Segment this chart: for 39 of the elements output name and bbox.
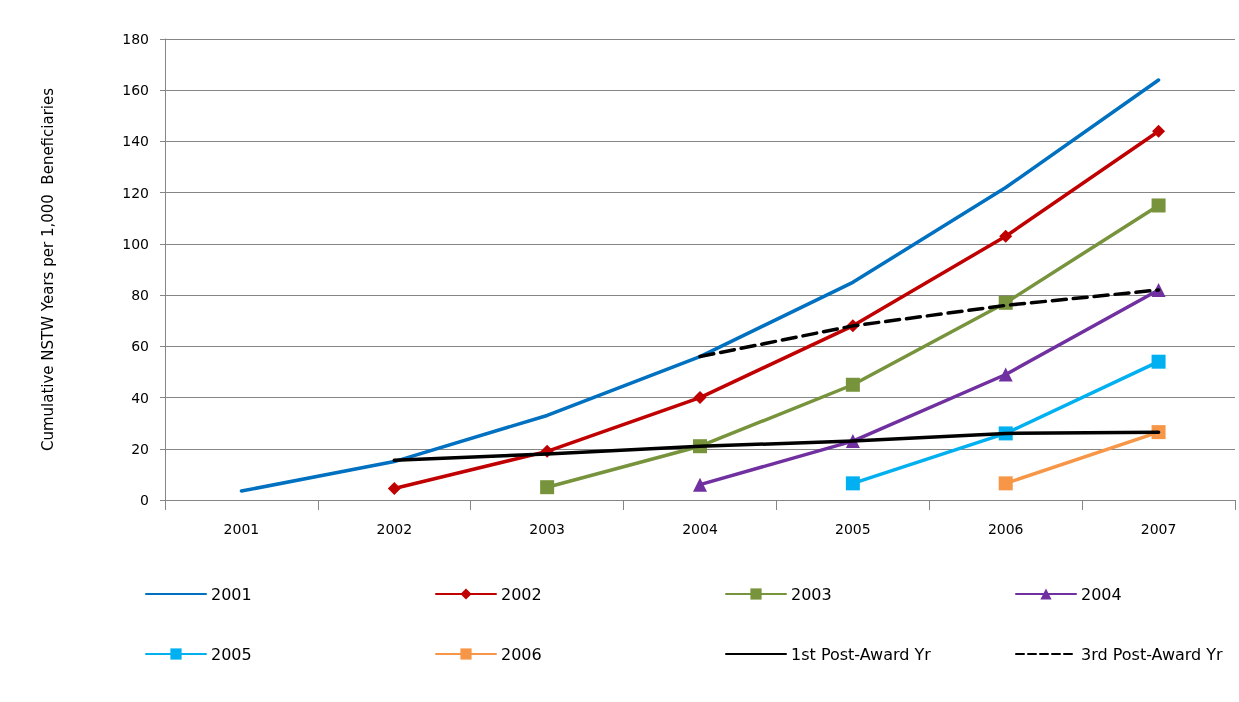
point xyxy=(693,477,707,492)
y-tick-label: 40 xyxy=(131,389,149,406)
point xyxy=(1151,354,1166,369)
y-tick-label: 0 xyxy=(140,492,149,508)
y-tick-label: 160 xyxy=(122,82,149,99)
x-tick-label: 2004 xyxy=(682,521,718,537)
legend-label: 2003 xyxy=(791,584,832,604)
legend-label: 2005 xyxy=(211,644,252,664)
y-tick-label: 180 xyxy=(122,31,149,47)
x-tick-label: 2006 xyxy=(987,521,1024,537)
point xyxy=(845,476,860,491)
point xyxy=(540,480,555,495)
x-tick-label: 2003 xyxy=(529,521,565,537)
legend-label: 3rd Post-Award Yr xyxy=(1081,644,1224,664)
point xyxy=(998,476,1013,491)
x-tick-label: 2005 xyxy=(835,521,871,537)
point xyxy=(1151,198,1166,213)
y-tick-label: 20 xyxy=(131,440,149,457)
x-tick-label: 2007 xyxy=(1140,521,1177,537)
legend-label: 2006 xyxy=(501,644,542,664)
point xyxy=(387,481,401,495)
y-tick-label: 100 xyxy=(122,235,149,252)
point xyxy=(845,377,860,392)
line-series xyxy=(239,78,1161,493)
y-tick-label: 60 xyxy=(131,338,149,355)
x-tick-label: 2001 xyxy=(223,521,260,537)
point xyxy=(999,229,1013,243)
point xyxy=(1152,124,1166,138)
y-tick-label: 120 xyxy=(122,184,149,201)
point xyxy=(693,391,707,405)
legend-label: 2004 xyxy=(1081,584,1122,604)
x-tick-label: 2002 xyxy=(376,521,413,537)
y-tick-label: 80 xyxy=(131,287,149,304)
legend-label: 2002 xyxy=(501,584,542,604)
point xyxy=(998,367,1013,382)
legend-label: 2001 xyxy=(211,584,252,604)
legend-label: 1st Post-Award Yr xyxy=(791,644,932,664)
y-axis-title: Cumulative NSTW Years per 1,000 Beneficiaries xyxy=(38,87,57,452)
y-tick-label: 140 xyxy=(122,133,149,150)
